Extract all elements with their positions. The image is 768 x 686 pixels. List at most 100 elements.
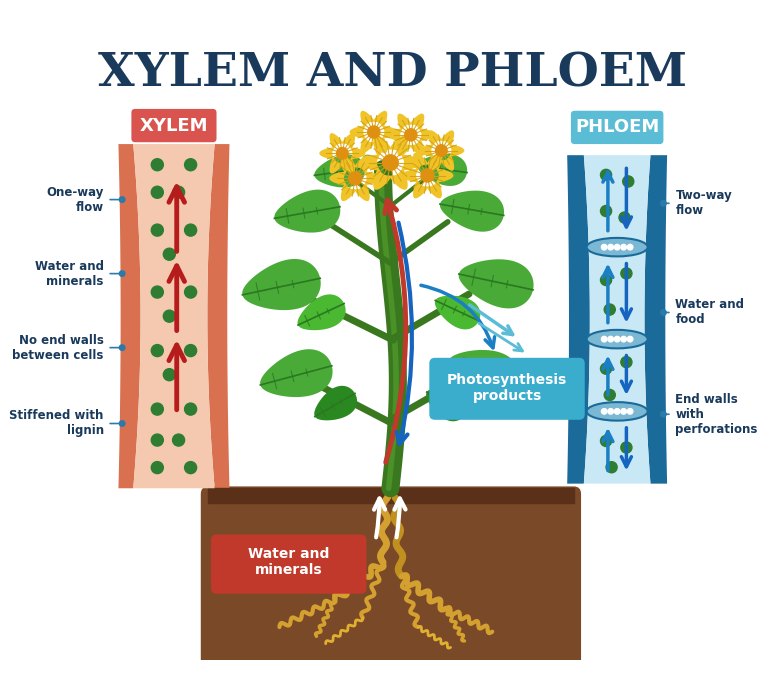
Circle shape xyxy=(151,403,164,415)
Circle shape xyxy=(627,336,633,342)
Circle shape xyxy=(151,462,164,473)
Polygon shape xyxy=(427,181,442,198)
Text: Water and
minerals: Water and minerals xyxy=(248,547,329,578)
Polygon shape xyxy=(397,140,411,156)
Circle shape xyxy=(604,304,615,315)
Circle shape xyxy=(151,224,164,236)
Circle shape xyxy=(119,345,125,351)
Circle shape xyxy=(184,403,197,415)
Polygon shape xyxy=(402,155,422,170)
Circle shape xyxy=(184,286,197,298)
Circle shape xyxy=(621,409,627,414)
Circle shape xyxy=(184,158,197,171)
Circle shape xyxy=(151,344,164,357)
Ellipse shape xyxy=(587,238,647,257)
Polygon shape xyxy=(242,259,321,310)
Circle shape xyxy=(184,344,197,357)
Polygon shape xyxy=(410,140,424,156)
Text: PHLOEM: PHLOEM xyxy=(575,119,659,137)
Polygon shape xyxy=(397,114,411,130)
Polygon shape xyxy=(355,184,369,201)
Polygon shape xyxy=(373,135,391,156)
Text: Water and
minerals: Water and minerals xyxy=(35,259,104,287)
Polygon shape xyxy=(329,133,343,149)
Polygon shape xyxy=(418,154,467,186)
Circle shape xyxy=(368,126,380,138)
Polygon shape xyxy=(441,130,454,146)
Polygon shape xyxy=(568,155,590,484)
Circle shape xyxy=(151,158,164,171)
Polygon shape xyxy=(373,110,387,127)
Polygon shape xyxy=(314,154,365,187)
Circle shape xyxy=(405,129,417,141)
Polygon shape xyxy=(458,259,534,309)
Polygon shape xyxy=(208,488,574,503)
Ellipse shape xyxy=(587,330,647,348)
Circle shape xyxy=(601,244,607,250)
Circle shape xyxy=(164,368,175,381)
Circle shape xyxy=(173,186,184,198)
Polygon shape xyxy=(584,155,650,484)
Text: Photosynthesis
products: Photosynthesis products xyxy=(447,373,567,403)
Text: One-way
flow: One-way flow xyxy=(46,186,104,213)
Polygon shape xyxy=(390,169,408,190)
Polygon shape xyxy=(373,169,391,190)
Text: Water and
food: Water and food xyxy=(675,298,744,327)
FancyBboxPatch shape xyxy=(200,486,581,667)
Circle shape xyxy=(627,244,633,250)
Polygon shape xyxy=(448,350,518,396)
Polygon shape xyxy=(419,145,433,156)
Circle shape xyxy=(627,409,633,414)
Polygon shape xyxy=(360,137,374,154)
Circle shape xyxy=(604,390,615,401)
Polygon shape xyxy=(274,189,340,233)
Circle shape xyxy=(608,409,614,414)
Polygon shape xyxy=(355,156,369,173)
Circle shape xyxy=(606,462,617,473)
Circle shape xyxy=(349,172,362,185)
Circle shape xyxy=(435,145,447,156)
Circle shape xyxy=(119,271,125,276)
Polygon shape xyxy=(440,191,504,232)
Circle shape xyxy=(621,244,627,250)
Circle shape xyxy=(173,434,184,446)
Polygon shape xyxy=(429,130,442,146)
Circle shape xyxy=(601,363,611,375)
Circle shape xyxy=(184,224,197,236)
Circle shape xyxy=(608,244,614,250)
Text: End walls
with
perforations: End walls with perforations xyxy=(675,393,758,436)
Polygon shape xyxy=(351,147,366,159)
Circle shape xyxy=(164,248,175,260)
Circle shape xyxy=(614,244,620,250)
Polygon shape xyxy=(402,169,418,182)
Polygon shape xyxy=(644,155,667,484)
Circle shape xyxy=(601,436,611,447)
Circle shape xyxy=(364,156,371,163)
Polygon shape xyxy=(429,155,442,171)
Polygon shape xyxy=(410,114,424,130)
FancyBboxPatch shape xyxy=(429,358,584,420)
Circle shape xyxy=(412,158,421,167)
FancyBboxPatch shape xyxy=(571,110,664,144)
Circle shape xyxy=(601,336,607,342)
Circle shape xyxy=(151,434,164,446)
Circle shape xyxy=(164,310,175,322)
Text: Two-way
flow: Two-way flow xyxy=(675,189,732,217)
Polygon shape xyxy=(373,137,387,154)
Polygon shape xyxy=(329,172,346,185)
Circle shape xyxy=(336,147,348,159)
Polygon shape xyxy=(342,158,355,174)
Text: XYLEM AND PHLOEM: XYLEM AND PHLOEM xyxy=(98,51,687,97)
Circle shape xyxy=(621,442,632,453)
Polygon shape xyxy=(359,155,379,170)
Polygon shape xyxy=(341,156,356,173)
Circle shape xyxy=(608,336,614,342)
Polygon shape xyxy=(314,386,357,421)
Circle shape xyxy=(151,186,164,198)
Polygon shape xyxy=(208,488,574,661)
Circle shape xyxy=(151,286,164,298)
Polygon shape xyxy=(390,135,408,156)
Polygon shape xyxy=(382,126,398,138)
Polygon shape xyxy=(413,181,428,198)
Polygon shape xyxy=(207,144,230,488)
